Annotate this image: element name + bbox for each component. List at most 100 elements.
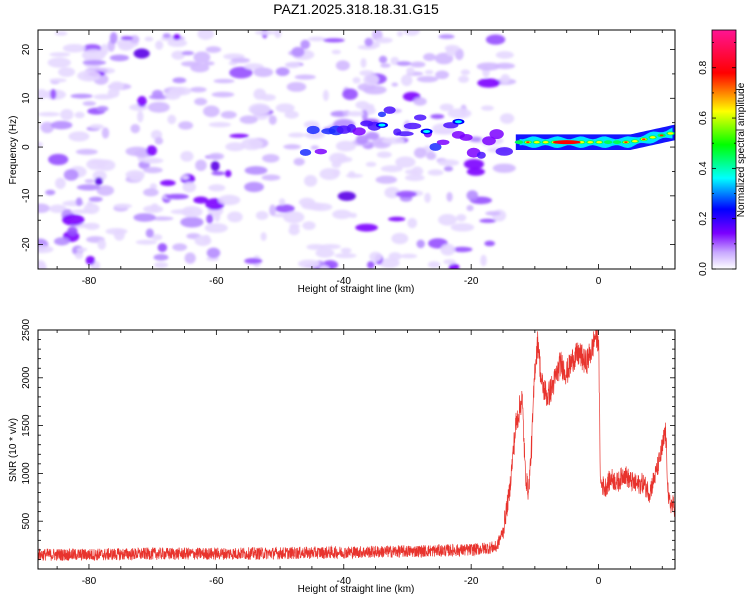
spectrogram-noise-cell	[454, 48, 464, 61]
spectrogram-y-ticks: -20 -10 0 10 20	[21, 44, 675, 270]
spectrogram-noise-cell	[197, 30, 214, 40]
spectrogram-noise-cell	[74, 111, 85, 119]
colorbar-ticks: 0.0 0.2 0.4 0.6 0.8	[698, 42, 736, 276]
spectrogram-noise-cell	[45, 189, 56, 196]
spectrogram-noise-cell	[54, 31, 68, 36]
spectrogram-noise-cell	[49, 52, 71, 57]
spectrogram-noise-cell	[466, 204, 474, 212]
spectrogram-noise-cell	[466, 167, 485, 176]
spectrogram-noise-cell	[445, 47, 457, 57]
spectrogram-noise-cell	[145, 228, 154, 238]
spectrogram-noise-cell	[181, 175, 189, 180]
spectrogram-noise-cell	[416, 239, 425, 249]
spectrogram-noise-cell	[406, 67, 415, 75]
spectrogram-noise-cell	[484, 240, 496, 247]
spectrogram-noise-cell	[268, 115, 277, 125]
signal-cell	[459, 133, 473, 141]
y-tick-label: 20	[21, 44, 32, 56]
spectrogram-noise-cell	[302, 221, 316, 231]
spectrogram-noise-cell	[97, 239, 107, 250]
signal-hot-cell	[632, 140, 638, 143]
spectrogram-noise-cell	[275, 67, 290, 77]
spectrogram-noise-cell	[129, 172, 144, 182]
spectrogram-noise-cell	[456, 214, 467, 222]
spectrogram-noise-cell	[180, 151, 194, 162]
spectrogram-noise-cell	[352, 77, 361, 84]
spectrogram-noise-cell	[93, 94, 115, 100]
spectrogram-noise-cell	[203, 234, 211, 244]
spectrogram-noise-cell	[286, 81, 307, 92]
spectrogram-noise-cell	[101, 127, 110, 139]
spectrogram-noise-cell	[395, 156, 416, 168]
spectrogram-noise-cell	[294, 74, 316, 80]
spectrogram-noise-cell	[76, 247, 88, 252]
spectrogram-noise-cell	[384, 186, 401, 199]
spectrogram-noise-cell	[76, 184, 101, 191]
y-tick-label: 500	[21, 512, 32, 529]
colorbar-tick-label: 0.4	[698, 161, 709, 175]
signal-cell	[299, 148, 312, 156]
signal-hot-cell	[659, 134, 664, 137]
signal-hot-cell	[526, 141, 530, 144]
spectrogram-noise-cell	[167, 114, 177, 125]
spectrogram-noise-cell	[146, 145, 157, 156]
chart-title: PAZ1.2025.318.18.31.G15	[273, 1, 439, 17]
spectrogram-noise-cell	[322, 89, 329, 102]
spectrogram-noise-cell	[135, 239, 157, 245]
spectrogram-noise-cell	[100, 43, 109, 56]
spectrogram-noise-cell	[261, 174, 281, 181]
spectrogram-noise-cell	[229, 133, 249, 139]
spectrogram-noise-cell	[38, 88, 48, 100]
spectrogram-noise-cell	[291, 46, 305, 58]
spectrogram-noise-cell	[269, 204, 277, 216]
spectrogram-noise-cell	[334, 253, 357, 259]
spectrogram-noise-cell	[466, 190, 479, 201]
spectrogram-noise-cell	[81, 49, 106, 62]
spectrogram-noise-cell	[109, 54, 130, 62]
spectrogram-noise-cell	[438, 34, 455, 39]
spectrogram-noise-cell	[337, 191, 356, 201]
signal-hot-cell	[641, 138, 646, 141]
snr-panel: -80 -60 -40 -20 0 500 1000 1500 2000 2500 Height…	[8, 318, 676, 595]
snr-series-line	[38, 330, 675, 561]
spectrogram-noise-cell	[50, 89, 57, 100]
spectrogram-noise-cell	[407, 217, 418, 229]
spectrogram-noise-cell	[437, 159, 460, 167]
spectrogram-noise-cell	[155, 40, 164, 50]
spectrogram-noise-cell	[172, 243, 188, 251]
colorbar-tick-label: 0.0	[698, 262, 709, 276]
x-tick-label: -40	[337, 276, 352, 287]
spectrogram-noise-cell	[348, 212, 357, 219]
y-tick-label: 2000	[21, 366, 32, 389]
spectrogram-noise-cell	[170, 209, 194, 215]
spectrogram-noise-cell	[480, 254, 487, 267]
spectrogram-noise-cell	[360, 58, 367, 68]
spectrogram-noise-cell	[388, 216, 406, 222]
spectrogram-noise-cell	[206, 247, 221, 259]
x-tick-label: -80	[82, 276, 97, 287]
spectrogram-noise-cell	[244, 258, 263, 265]
spectrogram-noise-cell	[293, 157, 305, 166]
spectrogram-noise-cell	[172, 77, 187, 84]
spectrogram-noise-cell	[194, 97, 208, 106]
spectrogram-noise-cell	[47, 57, 71, 68]
spectrogram-noise-cell	[40, 121, 55, 134]
spectrogram-noise-cell	[448, 263, 460, 269]
spectrogram-noise-cell	[288, 225, 300, 236]
spectrogram-noise-cell	[426, 151, 437, 160]
signal-hot-cell	[514, 140, 524, 145]
spectrogram-noise-cell	[397, 30, 404, 37]
x-tick-label: -80	[82, 576, 97, 587]
y-tick-label: 1500	[21, 414, 32, 437]
spectrogram-noise-cell	[485, 211, 501, 216]
spectrogram-noise-cell	[150, 203, 159, 212]
spectrogram-noise-cell	[38, 260, 46, 269]
spectrogram-noise-cell	[208, 122, 232, 128]
spectrogram-noise-cell	[137, 95, 147, 107]
signal-hot-cell	[667, 132, 674, 135]
spectrogram-noise-cell	[355, 134, 369, 145]
spectrogram-noise-cell	[89, 124, 104, 130]
signal-cell	[476, 151, 486, 159]
spectrogram-noise-cell	[463, 159, 485, 170]
signal-cell	[454, 120, 462, 124]
